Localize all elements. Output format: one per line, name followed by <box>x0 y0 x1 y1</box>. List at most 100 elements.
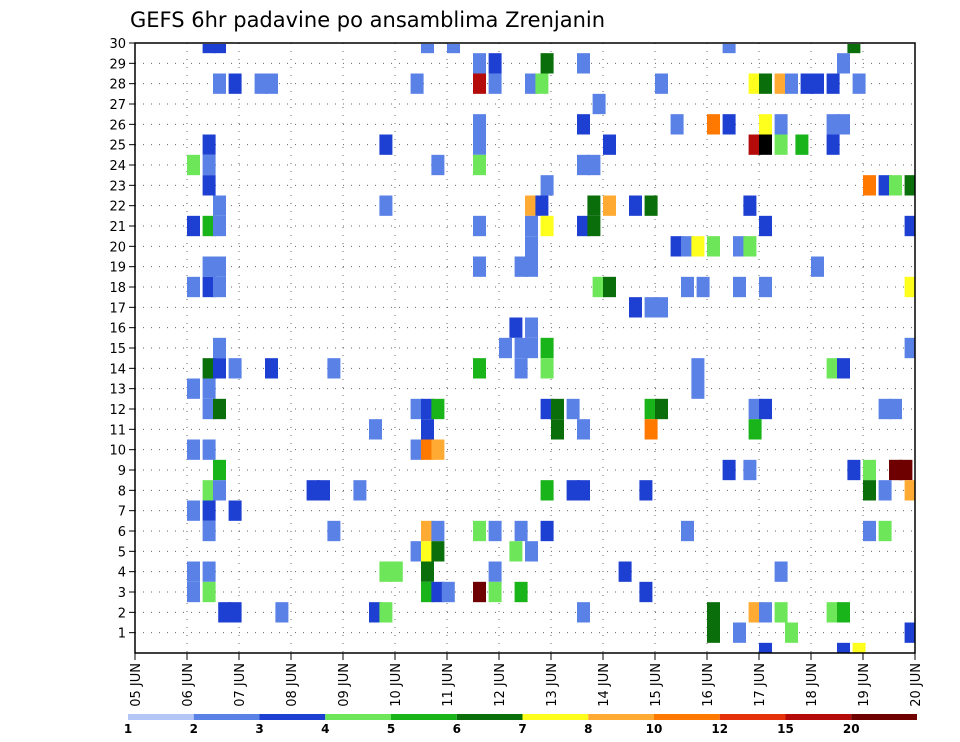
heatmap-cell <box>202 378 216 399</box>
heatmap-cell <box>644 419 658 440</box>
heatmap-cell <box>499 337 512 359</box>
heatmap-cell <box>603 195 616 216</box>
heatmap-cell <box>488 53 502 74</box>
heatmap-cell <box>535 195 549 216</box>
heatmap-cell <box>826 73 840 94</box>
heatmap-cell <box>863 480 876 501</box>
heatmap-cell <box>202 500 216 521</box>
heatmap-cell <box>577 419 590 440</box>
heatmap-cell <box>618 561 632 582</box>
x-tick-label: 14 JUN <box>597 663 612 707</box>
heatmap-cell <box>421 561 434 582</box>
heatmap-cell <box>447 44 460 54</box>
heatmap-cell <box>202 276 216 298</box>
y-tick-label: 9 <box>118 464 126 479</box>
legend-swatch <box>719 714 786 720</box>
heatmap-cell <box>639 480 653 501</box>
heatmap-cell <box>389 561 403 582</box>
heatmap-cell <box>265 358 278 379</box>
heatmap-cell <box>473 114 486 135</box>
heatmap-cell <box>473 581 486 603</box>
y-axis: 1234567891011121314151617181920212223242… <box>109 37 135 642</box>
heatmap-cell <box>431 154 445 176</box>
heatmap-cell <box>826 602 840 623</box>
heatmap-cell <box>187 276 200 298</box>
heatmap-cell <box>696 276 710 298</box>
heatmap-cell <box>379 134 393 155</box>
legend-label: 1 <box>124 722 132 736</box>
heatmap-cell <box>525 215 538 237</box>
heatmap-cell <box>473 134 486 155</box>
heatmap-cell <box>691 378 705 399</box>
heatmap-cell <box>540 337 554 359</box>
heatmap-cell <box>228 602 242 623</box>
heatmap-cell <box>431 541 445 562</box>
heatmap-cell <box>629 297 642 318</box>
heatmap-cell <box>254 73 268 94</box>
heatmap-cell <box>431 581 445 603</box>
heatmap-cell <box>410 73 424 94</box>
heatmap-cell <box>431 439 445 460</box>
legend-swatch <box>588 714 654 720</box>
heatmap-cell <box>852 642 866 653</box>
heatmap-cell <box>488 561 502 582</box>
heatmap-cell <box>629 195 642 216</box>
heatmap-cell <box>187 500 200 521</box>
heatmap-cell <box>748 419 762 440</box>
y-tick-label: 29 <box>109 57 126 72</box>
heatmap-cell <box>551 398 564 420</box>
y-tick-label: 16 <box>109 322 126 337</box>
heatmap-cell <box>540 398 554 420</box>
legend-swatch <box>785 714 852 720</box>
legend-swatch <box>193 714 260 720</box>
chart-title: GEFS 6hr padavine po ansamblima Zrenjani… <box>130 8 605 32</box>
heatmap-cell <box>202 398 216 420</box>
heatmap-cell <box>213 195 226 216</box>
heatmap-cell <box>587 154 601 176</box>
y-tick-label: 19 <box>109 261 126 276</box>
heatmap-cell <box>691 236 705 257</box>
legend-label: 2 <box>190 722 198 736</box>
heatmap-cell <box>743 236 757 257</box>
heatmap-cell <box>904 622 915 643</box>
heatmap-cell <box>748 73 762 94</box>
heatmap-cell <box>228 358 242 379</box>
heatmap-cell <box>577 602 590 623</box>
y-tick-label: 30 <box>109 37 126 52</box>
heatmap-cell <box>566 480 580 501</box>
x-tick-label: 08 JUN <box>285 663 300 707</box>
heatmap-cell <box>421 419 434 440</box>
heatmap-cell <box>213 337 226 359</box>
x-tick-label: 06 JUN <box>181 663 196 707</box>
heatmap-cell <box>202 439 216 460</box>
heatmap-cell <box>187 439 200 460</box>
heatmap-cell <box>587 195 601 216</box>
x-tick-label: 12 JUN <box>493 663 508 707</box>
legend-swatch <box>851 714 917 720</box>
heatmap-cell <box>509 541 523 562</box>
heatmap-cell <box>473 73 486 94</box>
heatmap-cell <box>202 134 216 155</box>
y-tick-label: 21 <box>109 220 126 235</box>
heatmap-cell <box>774 602 788 623</box>
heatmap-cell <box>213 256 226 277</box>
heatmap-cell <box>759 276 772 298</box>
heatmap-cell <box>202 480 216 501</box>
heatmap-cell <box>202 358 216 379</box>
heatmap-cell <box>577 215 590 237</box>
legend-label: 15 <box>777 722 794 736</box>
y-tick-label: 12 <box>109 403 126 418</box>
y-tick-label: 23 <box>109 179 126 194</box>
y-tick-label: 17 <box>109 301 126 316</box>
heatmap-cell <box>431 520 445 542</box>
heatmap-cell <box>670 236 684 257</box>
heatmap-cell <box>748 398 762 420</box>
y-tick-label: 25 <box>109 139 126 154</box>
heatmap-cell <box>795 134 809 155</box>
x-tick-label: 19 JUN <box>857 663 872 707</box>
heatmap-cell <box>904 215 915 237</box>
heatmap-cell <box>202 520 216 542</box>
heatmap-cell <box>743 459 757 481</box>
heatmap-cell <box>837 53 850 74</box>
legend-swatch <box>259 714 326 720</box>
